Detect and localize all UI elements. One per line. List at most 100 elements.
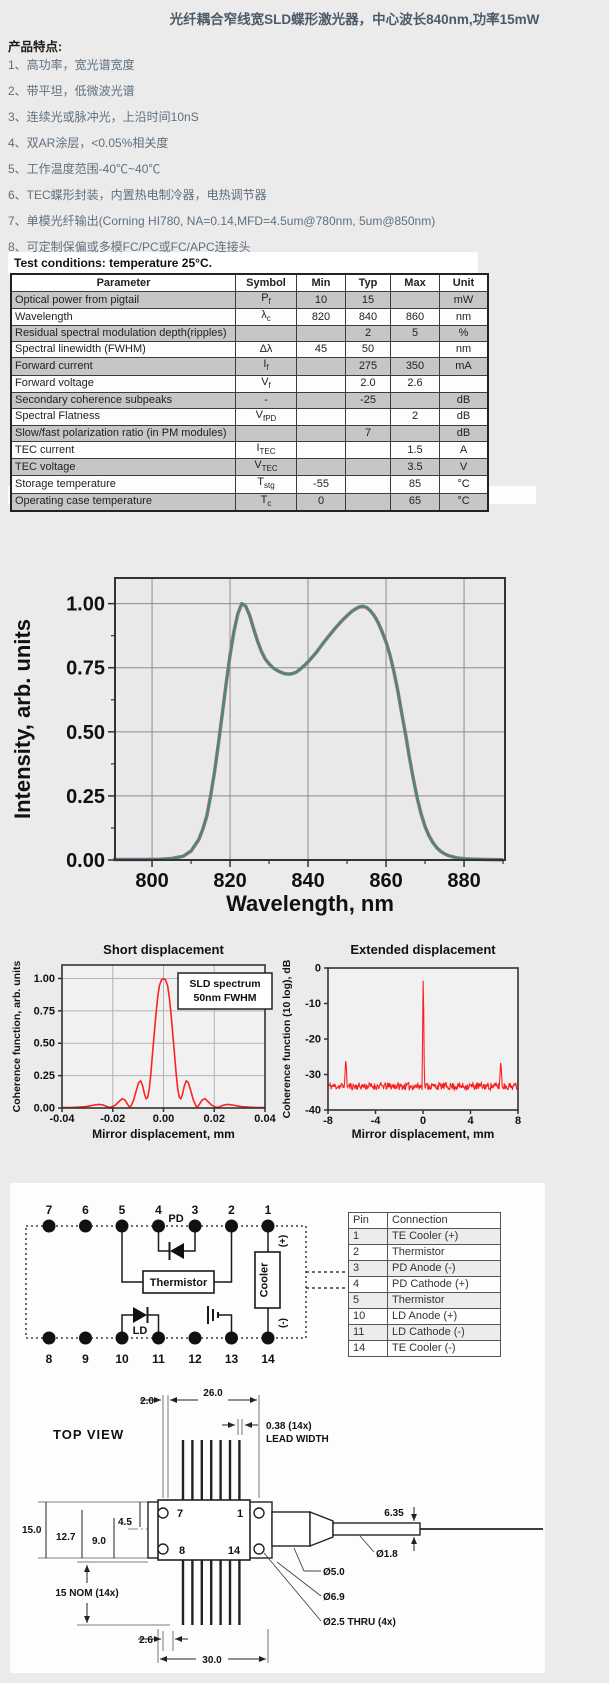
spec-max: 5: [390, 325, 440, 343]
spec-unit: °C: [439, 492, 489, 512]
spec-col-header: Symbol: [235, 273, 297, 292]
spec-symbol: -: [235, 391, 297, 409]
pin-number: 8: [46, 1352, 53, 1366]
pin-dot: [261, 1219, 275, 1233]
pin-table-row: 10 LD Anode (+): [348, 1308, 501, 1325]
dim-label: 0.38 (14x): [266, 1421, 312, 1432]
pin-table-row: 11 LD Cathode (-): [348, 1324, 501, 1341]
feature-item: 4、双AR涂层，<0.05%相关度: [8, 136, 169, 150]
spec-typ: [345, 407, 391, 426]
pin-id: 2: [348, 1244, 388, 1261]
package-diagram-svg: 7 6 5 4 3 2 1 8 9 10 11 12 13 14 PD LD T…: [22, 1203, 543, 1666]
spec-param: Operating case temperature: [10, 492, 236, 512]
spec-unit: A: [439, 440, 489, 460]
x-tick-label: 840: [291, 870, 324, 892]
spec-param: Forward voltage: [10, 374, 236, 393]
spec-min: [296, 391, 346, 409]
spec-unit: °C: [439, 475, 489, 494]
x-axis-label: Mirror displacement, mm: [92, 1127, 235, 1141]
spec-symbol: Vf: [235, 374, 297, 393]
spec-row: Optical power from pigtail Pf 10 15 mW: [10, 290, 489, 310]
pin-connection: LD Anode (+): [387, 1308, 501, 1325]
y-tick-label: 0.00: [34, 1103, 55, 1115]
spec-min: [296, 374, 346, 393]
pkg-pin-number: 14: [228, 1545, 241, 1557]
series-line: [62, 977, 265, 1109]
pin-connection-table: Pin Connection 1 TE Cooler (+) 2 Thermistor 3 P…: [348, 1212, 501, 1357]
spec-param: Residual spectral modulation depth(rippl…: [10, 325, 236, 343]
y-tick-label: 0: [315, 963, 321, 975]
spec-symbol: VfPD: [235, 407, 297, 426]
pin-number: 2: [228, 1203, 235, 1217]
spec-col-header: Typ: [345, 273, 391, 292]
package-body: [157, 1499, 251, 1561]
spec-max: 860: [390, 308, 440, 327]
spec-typ: 7: [345, 424, 391, 442]
spec-param: Spectral linewidth (FWHM): [10, 341, 236, 359]
pin-id: 3: [348, 1260, 388, 1277]
feature-item: 6、TEC蝶形封装，内置热电制冷器，电热调节器: [8, 188, 267, 202]
dim-label: 30.0: [202, 1655, 222, 1666]
view-label: TOP VIEW: [53, 1427, 124, 1442]
spec-max: 1.5: [390, 440, 440, 460]
y-tick-label: 0.50: [34, 1038, 55, 1050]
pin-dot: [79, 1331, 92, 1345]
spec-param: Optical power from pigtail: [10, 290, 236, 310]
short-chart-svg: -0.04 -0.02 0.00 0.02 0.04 0.00 0.25 0.50 0.75 1.…: [11, 942, 277, 1141]
dim-label: 2.6: [139, 1635, 153, 1646]
pin-number: 7: [46, 1203, 53, 1217]
thermistor-label: Thermistor: [150, 1277, 208, 1289]
spec-typ: [345, 440, 391, 460]
pd-diode-icon: [170, 1243, 184, 1259]
legend-text: SLD spectrum: [189, 978, 260, 990]
y-tick-label: 1.00: [66, 594, 105, 616]
spec-max: 350: [390, 357, 440, 376]
spec-param: Forward current: [10, 357, 236, 376]
spec-max: [390, 424, 440, 442]
cooler-plus-label: (+): [278, 1235, 289, 1248]
pin-number: 9: [82, 1352, 89, 1366]
spec-max: [390, 341, 440, 359]
pin-id: 4: [348, 1276, 388, 1293]
y-axis-label: Intensity, arb. units: [10, 619, 35, 819]
feature-item: 1、高功率，宽光谱宽度: [8, 58, 135, 72]
spec-row: Residual spectral modulation depth(rippl…: [10, 325, 489, 343]
x-tick-label: -4: [371, 1115, 382, 1127]
spec-unit: nm: [439, 341, 489, 359]
legend-text: 50nm FWHM: [194, 992, 257, 1004]
spec-col-header: Min: [296, 273, 346, 292]
package-panel: 7 6 5 4 3 2 1 8 9 10 11 12 13 14 PD LD T…: [10, 1183, 545, 1673]
spec-typ: 50: [345, 341, 391, 359]
features-heading: 产品特点:: [8, 40, 63, 54]
spec-param: Slow/fast polarization ratio (in PM modu…: [10, 424, 236, 442]
chart-title: Extended displacement: [350, 942, 496, 957]
spec-row: Secondary coherence subpeaks - -25 dB: [10, 391, 489, 409]
pin-table-col: Pin: [348, 1212, 388, 1229]
pin-dot: [225, 1219, 238, 1233]
pin-id: 11: [348, 1324, 388, 1341]
pkg-pin-number: 7: [177, 1508, 183, 1520]
pin-connection: LD Cathode (-): [387, 1324, 501, 1341]
pin-dot: [261, 1331, 275, 1345]
spec-symbol: ITEC: [235, 440, 297, 460]
pin-connection: TE Cooler (-): [387, 1340, 501, 1357]
spec-row: TEC voltage VTEC 3.5 V: [10, 458, 489, 477]
spec-symbol: Tstg: [235, 475, 297, 494]
dim-label: Ø6.9: [323, 1592, 345, 1603]
ld-label: LD: [133, 1325, 148, 1337]
spec-unit: nm: [439, 308, 489, 327]
pin-id: 10: [348, 1308, 388, 1325]
dim-label: 2.0: [140, 1396, 154, 1407]
spec-row: Storage temperature Tstg -55 85 °C: [10, 475, 489, 494]
pin-table-row: 2 Thermistor: [348, 1244, 501, 1261]
pin-number: 3: [192, 1203, 199, 1217]
spec-max: 2.6: [390, 374, 440, 393]
spec-max: 3.5: [390, 458, 440, 477]
pin-number: 10: [115, 1352, 129, 1366]
mount-hole: [157, 1543, 169, 1555]
spec-typ: [345, 492, 391, 512]
dim-label: 6.35: [384, 1508, 404, 1519]
spec-min: 10: [296, 290, 346, 310]
x-tick-label: -0.04: [49, 1113, 75, 1125]
